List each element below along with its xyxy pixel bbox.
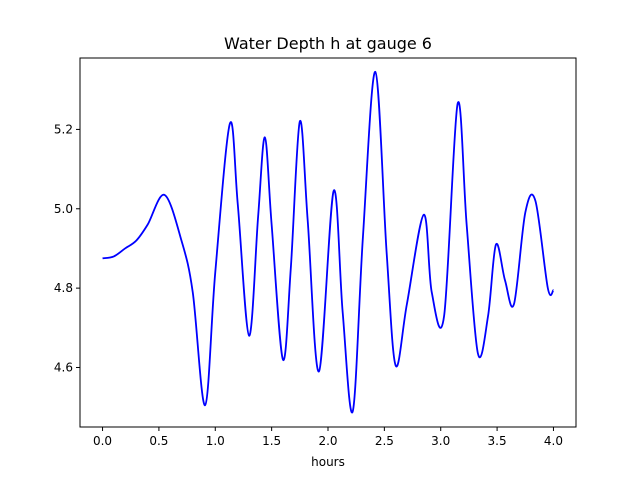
series-group	[102, 70, 555, 414]
y-tick-label: 5.0	[54, 202, 73, 216]
x-tick-label: 0.0	[93, 434, 112, 448]
x-tick-label: 2.5	[375, 434, 394, 448]
y-axis: 4.6 4.8 5.0 5.2	[54, 122, 80, 374]
x-tick-label: 1.5	[262, 434, 281, 448]
x-tick-label: 0.5	[149, 434, 168, 448]
y-tick-label: 4.6	[54, 360, 73, 374]
y-tick-label: 4.8	[54, 281, 73, 295]
x-tick-label: 3.5	[488, 434, 507, 448]
x-axis: 0.0 0.5 1.0 1.5 2.0 2.5 3.0 3.5 4.0	[93, 427, 563, 448]
x-tick-label: 2.0	[318, 434, 337, 448]
x-tick-label: 1.0	[206, 434, 225, 448]
series-line	[102, 70, 555, 414]
x-axis-label: hours	[311, 455, 345, 469]
y-tick-label: 5.2	[54, 122, 73, 136]
x-tick-label: 3.0	[431, 434, 450, 448]
chart-title: Water Depth h at gauge 6	[224, 34, 432, 53]
x-tick-label: 4.0	[544, 434, 563, 448]
